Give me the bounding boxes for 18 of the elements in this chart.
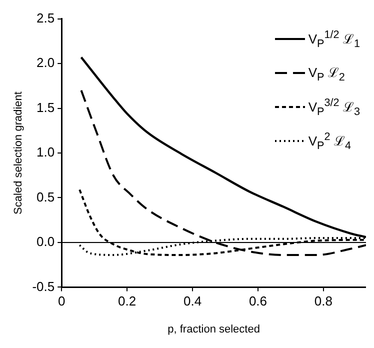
x-tick-label: 0.4 xyxy=(183,294,202,309)
legend-label: V$_{P}$$^{3/2}$ ℒ$_{3}$ xyxy=(308,96,360,118)
legend-label: V$_{P}$ ℒ$_{2}$ xyxy=(308,64,345,84)
x-axis-title: p, fraction selected xyxy=(168,323,260,336)
x-tick-label: 0 xyxy=(58,294,66,309)
y-tick-label: 0.0 xyxy=(36,234,55,250)
x-tick-label: 0.6 xyxy=(248,294,268,309)
x-tick-label: 0.8 xyxy=(314,294,332,309)
legend-label: V$_{P}$$^{2}$ ℒ$_{4}$ xyxy=(308,130,351,152)
x-tick-label: 0.2 xyxy=(118,294,136,309)
y-tick-label: 0.5 xyxy=(36,189,55,204)
y-tick-label: 1.0 xyxy=(36,144,55,160)
y-tick-label: 2.0 xyxy=(36,55,55,70)
y-axis-title: Scaled selection gradient xyxy=(12,92,25,214)
legend-label: V$_{P}$$^{1/2}$ ℒ$_{1}$ xyxy=(308,28,360,50)
y-tick-label: -0.5 xyxy=(32,278,55,294)
y-tick-label: 1.5 xyxy=(36,100,55,115)
y-tick-label: 2.5 xyxy=(36,10,55,26)
